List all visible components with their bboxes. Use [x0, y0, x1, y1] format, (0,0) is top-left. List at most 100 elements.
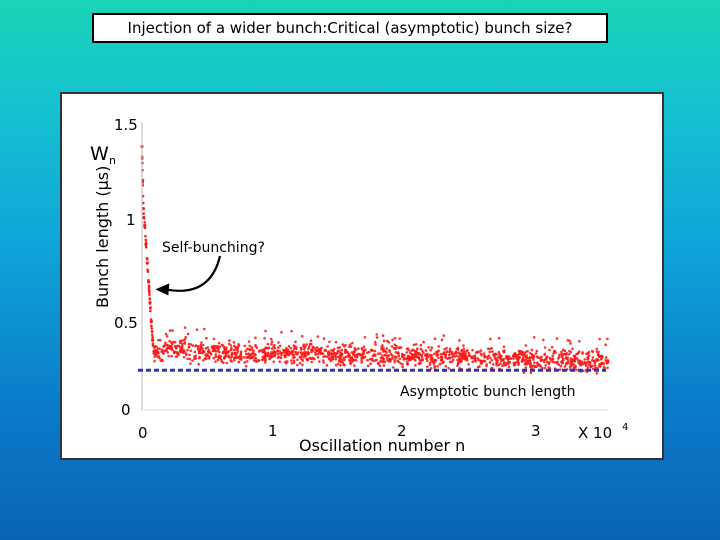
scatter-point: [598, 355, 601, 358]
scatter-point: [195, 328, 199, 331]
scatter-point: [348, 343, 352, 346]
scatter-point: [539, 359, 543, 362]
scatter-point: [264, 329, 267, 333]
scatter-point: [497, 350, 501, 354]
scatter-point: [413, 349, 417, 353]
scatter-point: [235, 352, 239, 355]
scatter-point: [591, 367, 595, 371]
scatter-point: [264, 346, 268, 350]
scatter-point: [543, 366, 547, 370]
scatter-point: [188, 353, 191, 357]
scatter-point: [217, 356, 221, 360]
scatter-point: [528, 365, 532, 369]
scatter-point: [606, 337, 609, 341]
scatter-point: [389, 352, 393, 356]
scatter-point: [522, 371, 526, 375]
scatter-point: [291, 356, 295, 360]
scatter-point: [272, 360, 276, 363]
scatter-point: [243, 344, 246, 348]
scatter-point: [417, 362, 421, 365]
scatter-point: [495, 364, 498, 367]
scatter-point: [556, 360, 559, 364]
scatter-point: [147, 284, 151, 288]
scatter-point: [338, 346, 342, 349]
scatter-point: [457, 359, 460, 362]
scatter-point: [426, 352, 429, 356]
scatter-point: [467, 351, 471, 355]
scatter-point: [334, 340, 338, 344]
scatter-point: [524, 362, 528, 366]
scatter-point: [448, 356, 451, 360]
scatter-point: [290, 361, 294, 365]
scatter-point: [374, 343, 377, 346]
scatter-point: [394, 351, 398, 354]
scatter-point: [414, 364, 417, 367]
scatter-point: [587, 351, 590, 355]
scatter-point: [168, 339, 171, 343]
scatter-point: [496, 356, 499, 359]
scatter-point: [472, 355, 475, 358]
scatter-point: [453, 355, 457, 358]
scatter-point: [411, 348, 415, 351]
scatter-point: [393, 343, 397, 346]
scatter-point: [462, 344, 465, 347]
scatter-point: [338, 357, 342, 360]
scatter-point: [186, 332, 190, 336]
scatter-point: [182, 355, 186, 359]
scatter-point: [569, 342, 572, 345]
scatter-point: [331, 349, 335, 353]
scatter-point: [223, 356, 226, 360]
scatter-point: [197, 362, 201, 366]
scatter-point: [307, 347, 310, 350]
scatter-point: [605, 361, 609, 365]
scatter-point: [194, 344, 198, 347]
scatter-point: [526, 349, 529, 353]
scatter-point: [170, 354, 173, 358]
scatter-point: [430, 346, 434, 350]
scatter-point: [489, 337, 492, 341]
scatter-point: [183, 341, 187, 344]
scatter-point: [419, 343, 423, 347]
scatter-point: [432, 360, 436, 363]
scatter-point: [467, 362, 470, 366]
scatter-point: [437, 356, 440, 360]
scatter-point: [270, 347, 274, 351]
scatter-point: [419, 347, 423, 351]
scatter-point: [393, 358, 397, 362]
scatter-point: [448, 353, 451, 357]
scatter-point: [559, 364, 563, 368]
scatter-point: [238, 354, 241, 358]
scatter-point: [280, 353, 283, 357]
scatter-point: [528, 351, 532, 355]
scatter-point: [452, 358, 455, 362]
x-scale-exponent: 4: [622, 422, 628, 433]
scatter-point: [363, 335, 367, 339]
scatter-point: [501, 358, 504, 362]
scatter-point: [602, 362, 605, 366]
scatter-point: [319, 352, 323, 355]
scatter-point: [339, 355, 343, 358]
y-tick-label: 0.5: [114, 314, 138, 332]
scatter-point: [578, 339, 581, 343]
scatter-point: [229, 344, 233, 347]
scatter-point: [290, 329, 293, 333]
scatter-point: [309, 357, 313, 361]
scatter-point: [306, 352, 310, 356]
scatter-point: [178, 341, 182, 345]
scatter-point: [380, 360, 383, 363]
scatter-point: [232, 358, 236, 362]
scatter-point: [591, 356, 595, 359]
wn-subscript: n: [109, 154, 116, 167]
scatter-point: [566, 359, 570, 362]
scatter-point: [462, 352, 466, 356]
scatter-point: [186, 357, 190, 361]
scatter-point: [450, 352, 454, 356]
scatter-point: [595, 371, 599, 375]
scatter-point: [444, 356, 447, 359]
scatter-point: [434, 358, 438, 362]
scatter-point: [150, 333, 154, 337]
scatter-point: [504, 356, 508, 360]
scatter-point: [406, 362, 409, 366]
scatter-point: [193, 355, 196, 359]
scatter-point: [276, 352, 280, 356]
